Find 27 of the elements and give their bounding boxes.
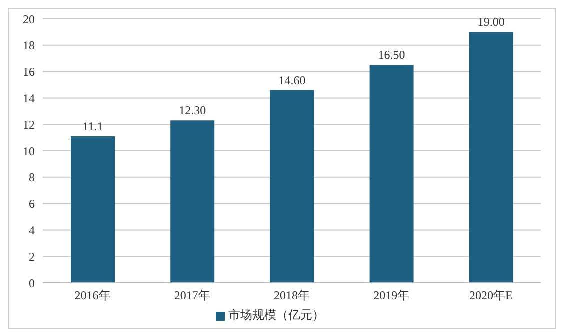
y-tick-label: 8 (29, 170, 35, 185)
y-tick-label: 16 (23, 65, 35, 80)
bar (270, 90, 314, 283)
y-tick-label: 12 (23, 118, 35, 132)
bar (71, 136, 115, 283)
y-tick-label: 10 (23, 144, 35, 158)
x-tick-label: 2018年 (274, 288, 310, 303)
y-tick-label: 2 (29, 250, 35, 264)
bar (469, 32, 514, 283)
y-tick-label: 4 (29, 223, 35, 238)
x-tick-label: 2017年 (174, 288, 210, 303)
data-label: 16.50 (378, 48, 406, 62)
x-tick-label: 2016年 (74, 288, 111, 303)
data-label: 12.30 (179, 104, 206, 118)
y-tick-label: 18 (23, 38, 35, 53)
y-tick-label: 20 (23, 12, 35, 26)
data-label: 11.1 (82, 119, 104, 134)
bar (370, 65, 414, 283)
x-tick-label: 2020年E (470, 288, 513, 303)
y-tick-label: 14 (23, 91, 35, 106)
data-label: 19.00 (478, 15, 505, 30)
legend-label: 市场规模（亿元） (228, 308, 324, 322)
data-label: 14.60 (278, 73, 306, 88)
x-tick-label: 2019年 (374, 288, 410, 303)
bar (170, 120, 215, 283)
y-tick-label: 0 (29, 276, 35, 290)
y-tick-label: 6 (29, 197, 35, 212)
